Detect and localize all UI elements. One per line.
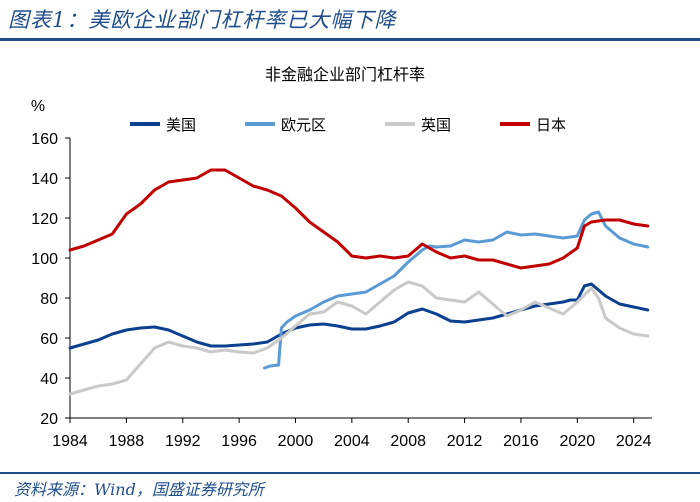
axes: 20 40 60 80 100 120 140 160 1984 1988 1992 1996 2000… xyxy=(31,131,652,450)
legend: 美国 欧元区 英国 日本 xyxy=(130,116,566,134)
x-tick-label: 1984 xyxy=(52,433,88,450)
x-tick-label: 1996 xyxy=(221,433,257,450)
legend-label-eurozone: 欧元区 xyxy=(281,116,326,134)
y-tick-label: 20 xyxy=(40,411,58,428)
y-tick-label: 100 xyxy=(31,251,58,268)
y-tick-label: 120 xyxy=(31,211,58,228)
chart-title: 非金融企业部门杠杆率 xyxy=(265,65,425,84)
legend-label-us: 美国 xyxy=(166,116,196,134)
figure-title: 图表1：美欧企业部门杠杆率已大幅下降 xyxy=(8,8,397,32)
x-tick-label: 2000 xyxy=(278,433,314,450)
x-tick-label: 2020 xyxy=(560,433,596,450)
x-tick-label: 2016 xyxy=(503,433,539,450)
footer-rule xyxy=(0,472,700,474)
source-note: 资料来源：Wind，国盛证券研究所 xyxy=(14,480,264,499)
y-tick-label: 80 xyxy=(40,291,58,308)
y-tick-label: 60 xyxy=(40,331,58,348)
title-rule xyxy=(0,38,700,41)
series-line-us xyxy=(68,282,650,350)
x-tick-label: 1988 xyxy=(109,433,145,450)
legend-label-uk: 英国 xyxy=(421,116,451,134)
y-tick-label: 40 xyxy=(40,371,58,388)
series-line-uk xyxy=(68,280,650,396)
x-tick-label: 2008 xyxy=(390,433,426,450)
series-group xyxy=(68,168,650,396)
x-tick-label: 2024 xyxy=(616,433,652,450)
series-line-eurozone xyxy=(263,210,650,370)
x-tick-label: 2004 xyxy=(334,433,370,450)
legend-label-japan: 日本 xyxy=(536,116,566,134)
series-line-japan xyxy=(68,168,650,270)
y-axis-label: % xyxy=(31,98,45,115)
x-tick-label: 2012 xyxy=(447,433,483,450)
y-tick-label: 160 xyxy=(31,131,58,148)
x-tick-label: 1992 xyxy=(165,433,201,450)
y-tick-label: 140 xyxy=(31,171,58,188)
